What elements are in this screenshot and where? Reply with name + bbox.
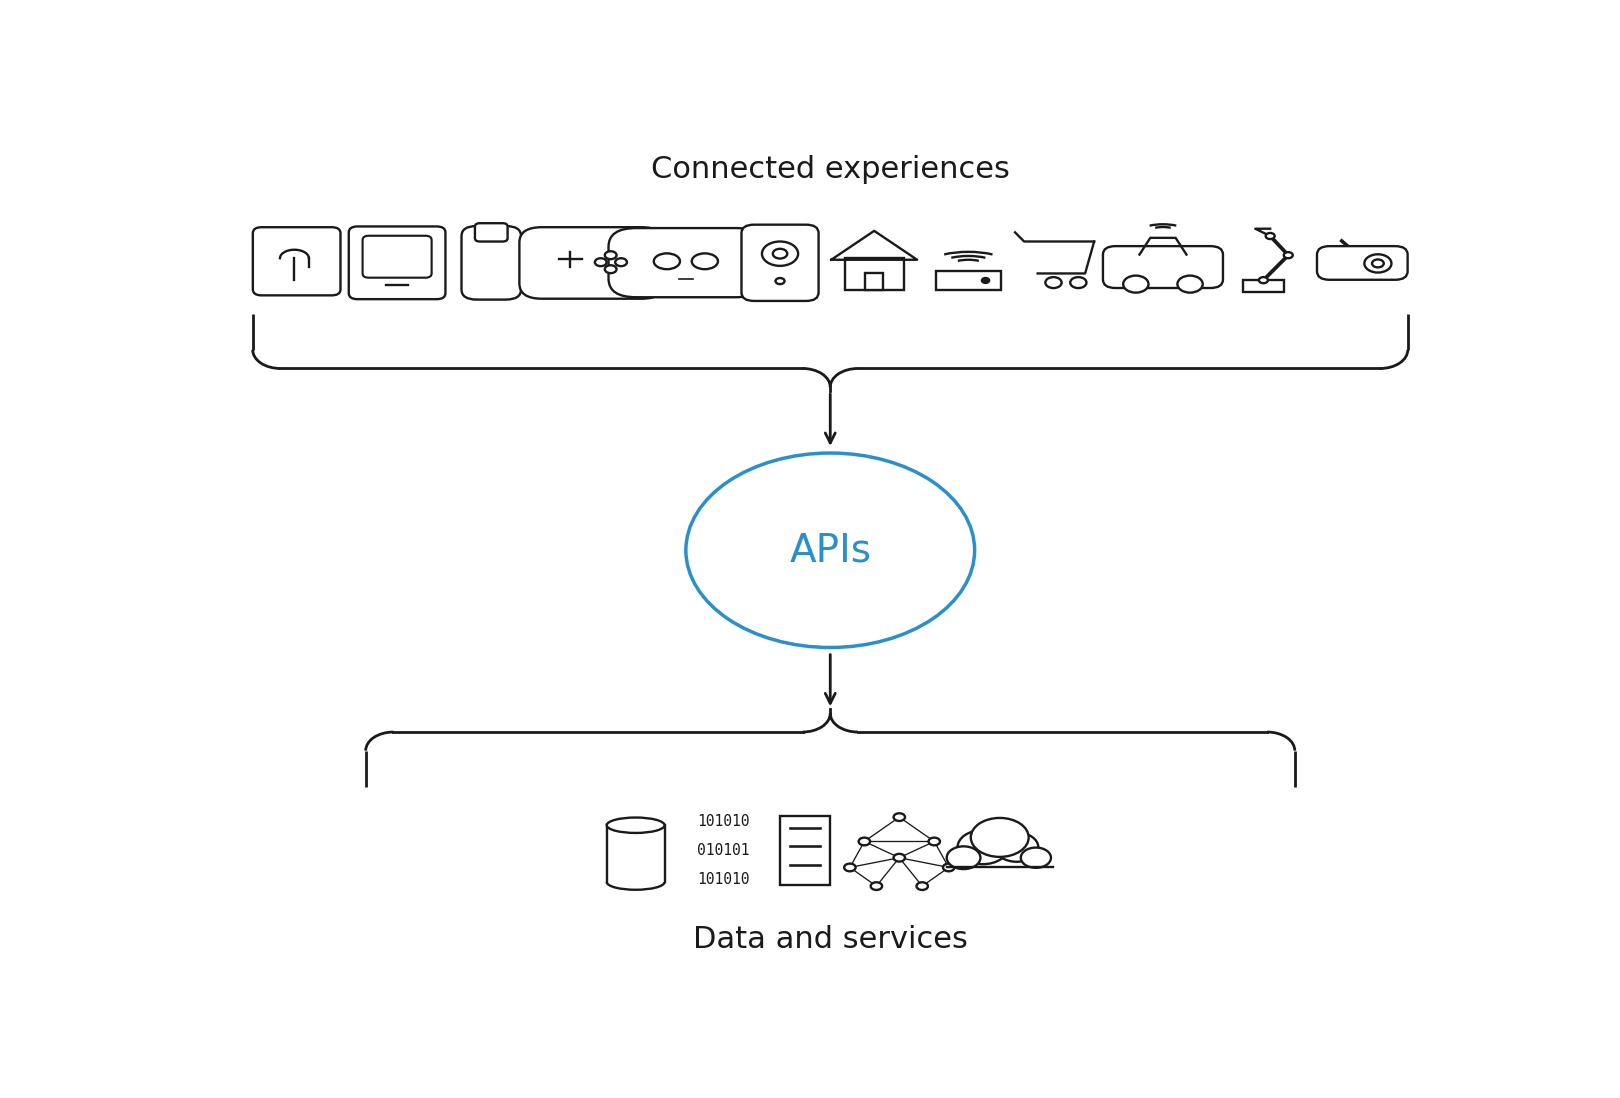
Circle shape	[946, 847, 980, 870]
Circle shape	[776, 278, 784, 284]
Circle shape	[1259, 277, 1268, 283]
Circle shape	[870, 883, 883, 890]
Ellipse shape	[608, 818, 664, 833]
Circle shape	[685, 453, 975, 648]
FancyBboxPatch shape	[363, 236, 431, 278]
FancyBboxPatch shape	[1317, 246, 1408, 280]
Circle shape	[894, 814, 906, 821]
Circle shape	[604, 251, 617, 259]
FancyBboxPatch shape	[253, 227, 340, 295]
Bar	[1243, 280, 1283, 292]
Circle shape	[1265, 233, 1275, 239]
Circle shape	[1045, 277, 1061, 288]
FancyBboxPatch shape	[462, 226, 522, 300]
Text: APIs: APIs	[789, 531, 872, 569]
Text: 010101: 010101	[697, 843, 750, 858]
Circle shape	[943, 864, 954, 872]
Circle shape	[1123, 276, 1149, 293]
Bar	[844, 258, 904, 290]
FancyBboxPatch shape	[348, 226, 446, 299]
Circle shape	[1364, 255, 1392, 272]
Circle shape	[957, 830, 1008, 864]
Circle shape	[917, 883, 928, 890]
Circle shape	[970, 818, 1029, 856]
Circle shape	[859, 838, 870, 845]
Circle shape	[894, 854, 906, 862]
FancyBboxPatch shape	[520, 227, 664, 299]
Ellipse shape	[692, 254, 718, 269]
Circle shape	[844, 864, 855, 872]
Circle shape	[1178, 276, 1202, 293]
Circle shape	[1283, 253, 1293, 258]
FancyBboxPatch shape	[475, 223, 507, 242]
Circle shape	[1021, 848, 1051, 867]
Circle shape	[982, 278, 990, 283]
Circle shape	[616, 258, 627, 266]
Circle shape	[773, 249, 787, 258]
Circle shape	[1071, 277, 1087, 288]
Circle shape	[595, 258, 606, 266]
Circle shape	[995, 832, 1038, 862]
Circle shape	[761, 242, 799, 266]
Circle shape	[1372, 259, 1383, 268]
Text: 101010: 101010	[697, 872, 750, 887]
FancyBboxPatch shape	[1103, 246, 1223, 288]
Circle shape	[604, 266, 617, 273]
Ellipse shape	[654, 254, 680, 269]
Bar	[936, 271, 1001, 290]
FancyBboxPatch shape	[609, 228, 763, 298]
Text: Data and services: Data and services	[693, 925, 967, 954]
FancyBboxPatch shape	[742, 225, 818, 301]
Bar	[865, 273, 883, 290]
Text: 101010: 101010	[697, 814, 750, 829]
Text: Connected experiences: Connected experiences	[651, 155, 1009, 184]
Bar	[946, 850, 1053, 873]
Bar	[779, 816, 831, 885]
Circle shape	[928, 838, 940, 845]
